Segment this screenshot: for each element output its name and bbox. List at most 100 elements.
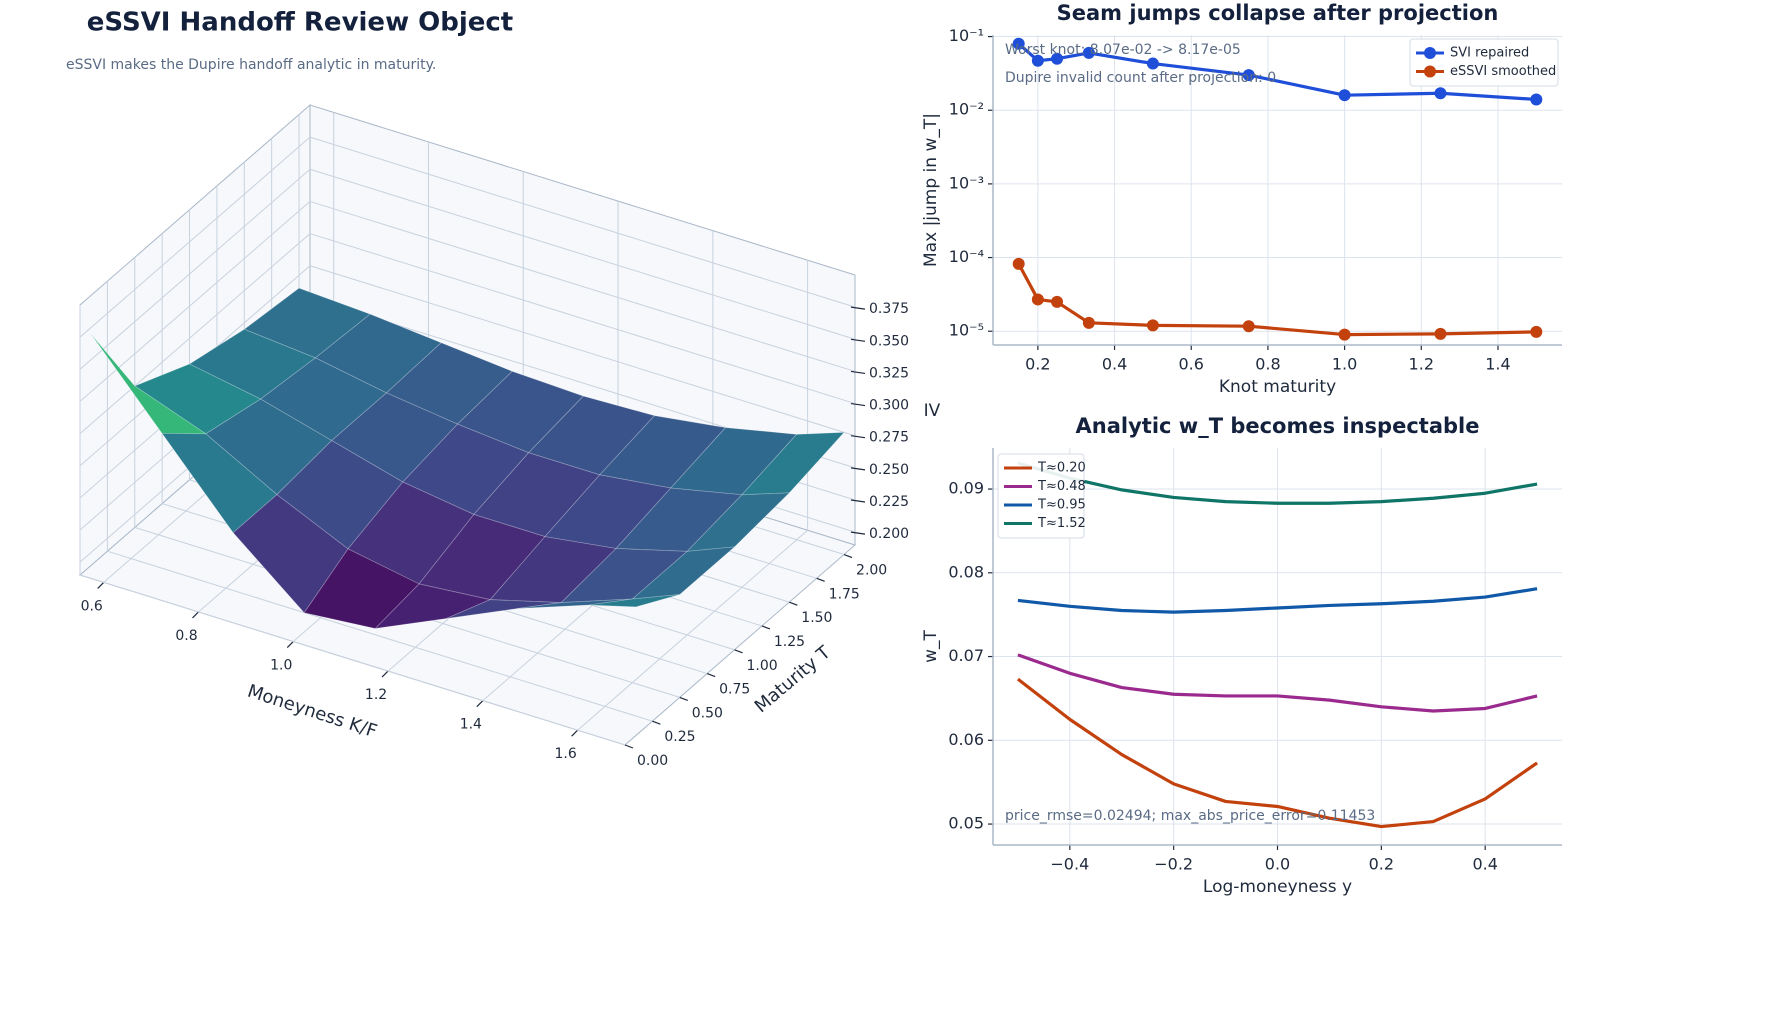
series-line — [1017, 653, 1538, 713]
y-axis-label: Maturity T — [751, 641, 836, 717]
data-point — [1031, 293, 1044, 306]
tick-mark — [850, 338, 866, 342]
y-tick-label: 2.00 — [856, 563, 887, 579]
data-point — [1146, 57, 1159, 70]
data-point — [1530, 325, 1543, 338]
series-line — [1016, 677, 1538, 829]
z-tick-label: 0.275 — [869, 430, 909, 446]
x-axis-label: Moneyness K/F — [245, 681, 380, 743]
y-tick-label: 0.06 — [948, 730, 984, 749]
tick-mark — [816, 577, 825, 582]
data-point — [1146, 319, 1159, 332]
x-axis-label: Knot maturity — [1219, 377, 1336, 397]
legend-marker — [1424, 65, 1436, 78]
y-tick-label: 0.05 — [948, 814, 984, 833]
tick-mark — [850, 306, 866, 310]
tick-mark — [850, 370, 866, 375]
z-tick-label: 0.350 — [869, 333, 909, 349]
grid-line — [79, 233, 311, 434]
data-point — [1082, 46, 1095, 59]
y-tick-label: 10⁻¹ — [949, 26, 984, 45]
grid-line — [79, 574, 626, 746]
z-axis-label: IV — [924, 401, 941, 421]
tick-mark — [850, 531, 866, 535]
chart-title: Analytic w_T becomes inspectable — [1076, 414, 1480, 438]
data-point — [1434, 327, 1447, 340]
series-line — [1017, 587, 1538, 614]
z-tick-label: 0.200 — [869, 526, 909, 542]
tick-mark — [192, 611, 199, 619]
y-tick-label: 10⁻² — [949, 100, 984, 119]
surface-patch — [740, 431, 845, 496]
legend-label: T≈0.48 — [1037, 479, 1086, 494]
z-tick-label: 0.225 — [869, 494, 909, 510]
tick-mark — [624, 744, 634, 749]
grid-line — [309, 168, 856, 340]
data-point — [1338, 89, 1351, 102]
x-tick-label: 1.4 — [1485, 355, 1510, 374]
y-tick-label: 0.25 — [664, 729, 695, 745]
x-tick-label: 0.8 — [175, 628, 197, 644]
x-tick-label: 1.4 — [460, 717, 482, 733]
figure-subtitle: eSSVI makes the Dupire handoff analytic … — [66, 57, 436, 73]
grid-line — [309, 265, 856, 437]
legend-label: eSSVI smoothed — [1450, 64, 1556, 79]
surface-patch — [686, 492, 791, 552]
tick-mark — [789, 601, 798, 606]
legend-label: T≈1.52 — [1037, 516, 1086, 531]
x-tick-label: −0.2 — [1154, 855, 1193, 874]
annotation: Dupire invalid count after projection: 0 — [1005, 70, 1276, 86]
annotation: price_rmse=0.02494; max_abs_price_error=… — [1005, 808, 1375, 824]
data-point — [1012, 37, 1025, 50]
data-point — [1051, 52, 1064, 65]
tick-mark — [850, 499, 866, 503]
data-point — [1530, 93, 1543, 106]
y-tick-label: 1.75 — [829, 586, 860, 602]
x-tick-label: 0.8 — [1255, 355, 1280, 374]
data-point — [1082, 316, 1095, 329]
y-tick-label: 0.08 — [948, 562, 984, 581]
surface-patch — [588, 594, 680, 608]
grid-line — [79, 136, 311, 338]
x-tick-label: 0.0 — [1265, 855, 1290, 874]
x-tick-label: 1.2 — [365, 687, 387, 703]
x-tick-label: 0.4 — [1102, 355, 1127, 374]
grid-line — [309, 233, 856, 405]
x-tick-label: 0.2 — [1025, 355, 1050, 374]
surface-patch — [631, 546, 736, 600]
y-axis-label: Max |jump in w_T| — [921, 113, 941, 267]
grid-line — [107, 550, 653, 722]
x-tick-label: 1.2 — [1409, 355, 1434, 374]
series-line — [1017, 461, 1538, 505]
y-tick-label: 0.75 — [719, 682, 750, 698]
data-point — [1031, 54, 1044, 67]
tick-mark — [850, 435, 866, 439]
legend-marker — [1424, 47, 1436, 59]
series-line — [1017, 263, 1537, 337]
y-tick-label: 0.09 — [948, 479, 984, 498]
legend-label: SVI repaired — [1450, 46, 1529, 61]
x-axis-label: Log-moneyness y — [1203, 877, 1352, 897]
tick-mark — [652, 720, 661, 725]
z-tick-label: 0.325 — [869, 365, 909, 381]
tick-mark — [476, 700, 484, 708]
x-tick-label: 0.6 — [81, 598, 103, 614]
data-point — [1434, 87, 1447, 100]
y-tick-label: 10⁻³ — [949, 173, 984, 192]
tick-mark — [97, 581, 105, 589]
z-tick-label: 0.375 — [869, 301, 909, 317]
legend-label: T≈0.95 — [1037, 498, 1086, 513]
x-tick-label: 1.0 — [1332, 355, 1357, 374]
grid-line — [309, 136, 856, 308]
y-tick-label: 1.25 — [774, 634, 805, 650]
tick-mark — [734, 649, 743, 654]
x-tick-label: 1.0 — [270, 658, 292, 674]
x-tick-label: −0.4 — [1050, 855, 1089, 874]
legend-box — [997, 453, 1085, 539]
tick-mark — [571, 729, 579, 737]
y-tick-label: 0.07 — [948, 646, 984, 665]
figure-title: eSSVI Handoff Review Object — [87, 8, 514, 38]
y-tick-label: 0.00 — [637, 753, 668, 769]
y-tick-label: 10⁻⁴ — [949, 247, 984, 266]
